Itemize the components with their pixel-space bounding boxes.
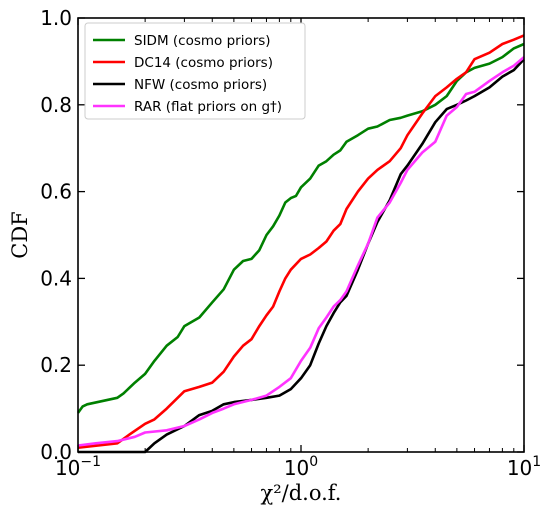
plot-frame bbox=[77, 17, 525, 453]
legend: SIDM (cosmo priors) DC14 (cosmo priors) NF… bbox=[84, 22, 306, 120]
y-tick-label: 0.4 bbox=[40, 266, 72, 290]
series-line-1 bbox=[76, 42, 525, 414]
y-tick-label: 0.2 bbox=[40, 353, 72, 377]
y-tick-label: 0.8 bbox=[40, 93, 72, 117]
legend-box bbox=[84, 22, 306, 120]
tick-labels: 0.0 0.2 0.4 0.6 0.8 1.0 10−1 100 101 bbox=[40, 6, 541, 480]
legend-label-3: NFW (cosmo priors) bbox=[134, 77, 267, 93]
series-line-2 bbox=[77, 34, 525, 449]
y-tick-label: 0.0 bbox=[40, 440, 72, 464]
series-line-4 bbox=[77, 56, 525, 447]
legend-label-4: RAR (flat priors on g†) bbox=[134, 99, 282, 115]
y-tick-label: 0.6 bbox=[40, 180, 72, 204]
series-layer bbox=[76, 34, 525, 454]
legend-label-1: SIDM (cosmo priors) bbox=[134, 33, 271, 49]
y-tick-label: 1.0 bbox=[40, 6, 72, 30]
x-tick-label: 101 bbox=[507, 454, 541, 480]
x-tick-label: 100 bbox=[284, 454, 318, 480]
legend-label-2: DC14 (cosmo priors) bbox=[134, 55, 273, 71]
y-axis-label: CDF bbox=[8, 211, 32, 258]
x-axis-label: χ²/d.o.f. bbox=[261, 481, 342, 505]
x-tick-label: 10−1 bbox=[55, 454, 101, 480]
